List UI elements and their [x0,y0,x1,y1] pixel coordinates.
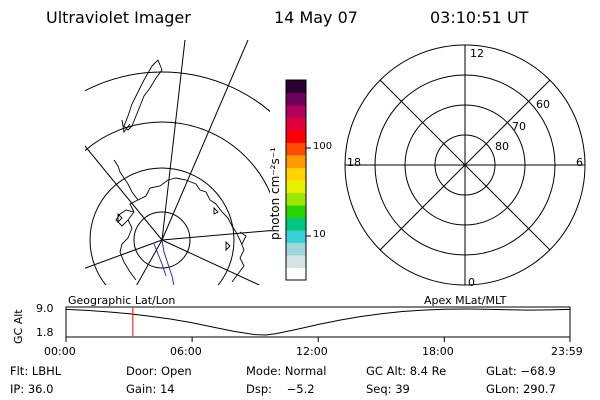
timeline-left-caption: Geographic Lat/Lon [68,294,176,307]
latitude-circle [85,71,270,113]
colorbar-segment [286,180,306,193]
door-readout: Door: Open [126,364,192,378]
colorbar-segment [286,167,306,181]
satellite-ground-track [161,239,175,285]
latitude-circle [133,211,191,269]
lat-label-70: 70 [512,120,526,133]
colorbar-segment [286,130,306,143]
geographic-map [85,40,270,285]
colorbar-unit-label: photon cm⁻²s⁻¹ [268,147,282,240]
instrument-title: Ultraviolet Imager [46,8,191,27]
seq-readout: Seq: 39 [366,382,410,396]
colorbar-segment [286,92,306,106]
colorbar-segment [286,155,306,168]
mlt-label-0: 0 [468,276,475,289]
timeline-xtick-1200: 12:00 [296,345,328,358]
latitude-circle [89,167,235,285]
colorbar-segment [286,230,306,243]
timeline-xtick-1800: 18:00 [422,345,454,358]
colorbar-segment [286,267,306,281]
mlt-diagonal [379,79,551,251]
timeline-xtick-0600: 06:00 [170,345,202,358]
timeline-right-caption: Apex MLat/MLT [424,294,507,307]
colorbar-segment [286,255,306,268]
timeline-frame [65,306,571,338]
colorbar [285,79,311,281]
glat-readout: GLat: −68.9 [486,364,556,378]
meridian-line [161,40,249,241]
timeline-ytick-top: 9.0 [36,302,54,315]
meridian-line [85,145,163,241]
gain-readout: Gain: 14 [126,382,175,396]
colorbar-tick-label-100: 100 [313,141,333,152]
timeline-ylabel: GC Alt [12,309,25,344]
colorbar-frame [285,79,307,281]
meridian-line [161,230,270,241]
gc-alt-readout: GC Alt: 8.4 Re [366,364,447,378]
timeline-xtick-2359: 23:59 [551,345,583,358]
image-date: 14 May 07 [274,8,358,27]
meridian-line [136,239,163,285]
colorbar-segment [286,205,306,218]
colorbar-segment [286,142,306,156]
glon-readout: GLon: 290.7 [486,382,556,396]
polar-mlat-mlt-plot [344,44,586,286]
coastline-islands [117,206,231,252]
mlt-label-18: 18 [347,156,361,169]
mode-readout: Mode: Normal [246,364,327,378]
lat-label-80: 80 [495,140,509,153]
colorbar-tick-label-10: 10 [313,229,326,240]
meridian-line [161,40,186,241]
satellite-ground-track-offset [153,243,167,277]
colorbar-segment [286,105,306,118]
ip-readout: IP: 36.0 [10,382,54,396]
lat-label-60: 60 [536,98,550,111]
altitude-curve [65,308,571,336]
colorbar-segment [286,117,306,131]
altitude-timeline [65,306,571,342]
image-time: 03:10:51 UT [430,8,529,27]
colorbar-segment [286,242,306,256]
colorbar-segment [286,80,306,93]
coastline-south-america [121,59,163,134]
colorbar-segment [286,217,306,231]
colorbar-segment [286,192,306,206]
filter-readout: Flt: LBHL [10,364,62,378]
mlt-label-6: 6 [576,156,583,169]
mlt-label-12: 12 [470,47,484,60]
timeline-ytick-bottom: 1.8 [36,326,54,339]
meridian-line [161,239,261,285]
timeline-xtick-0000: 00:00 [44,345,76,358]
coastline-antarctica [119,177,247,283]
latitude-circle [85,121,270,194]
dsp-readout: Dsp: −5.2 [246,382,315,396]
